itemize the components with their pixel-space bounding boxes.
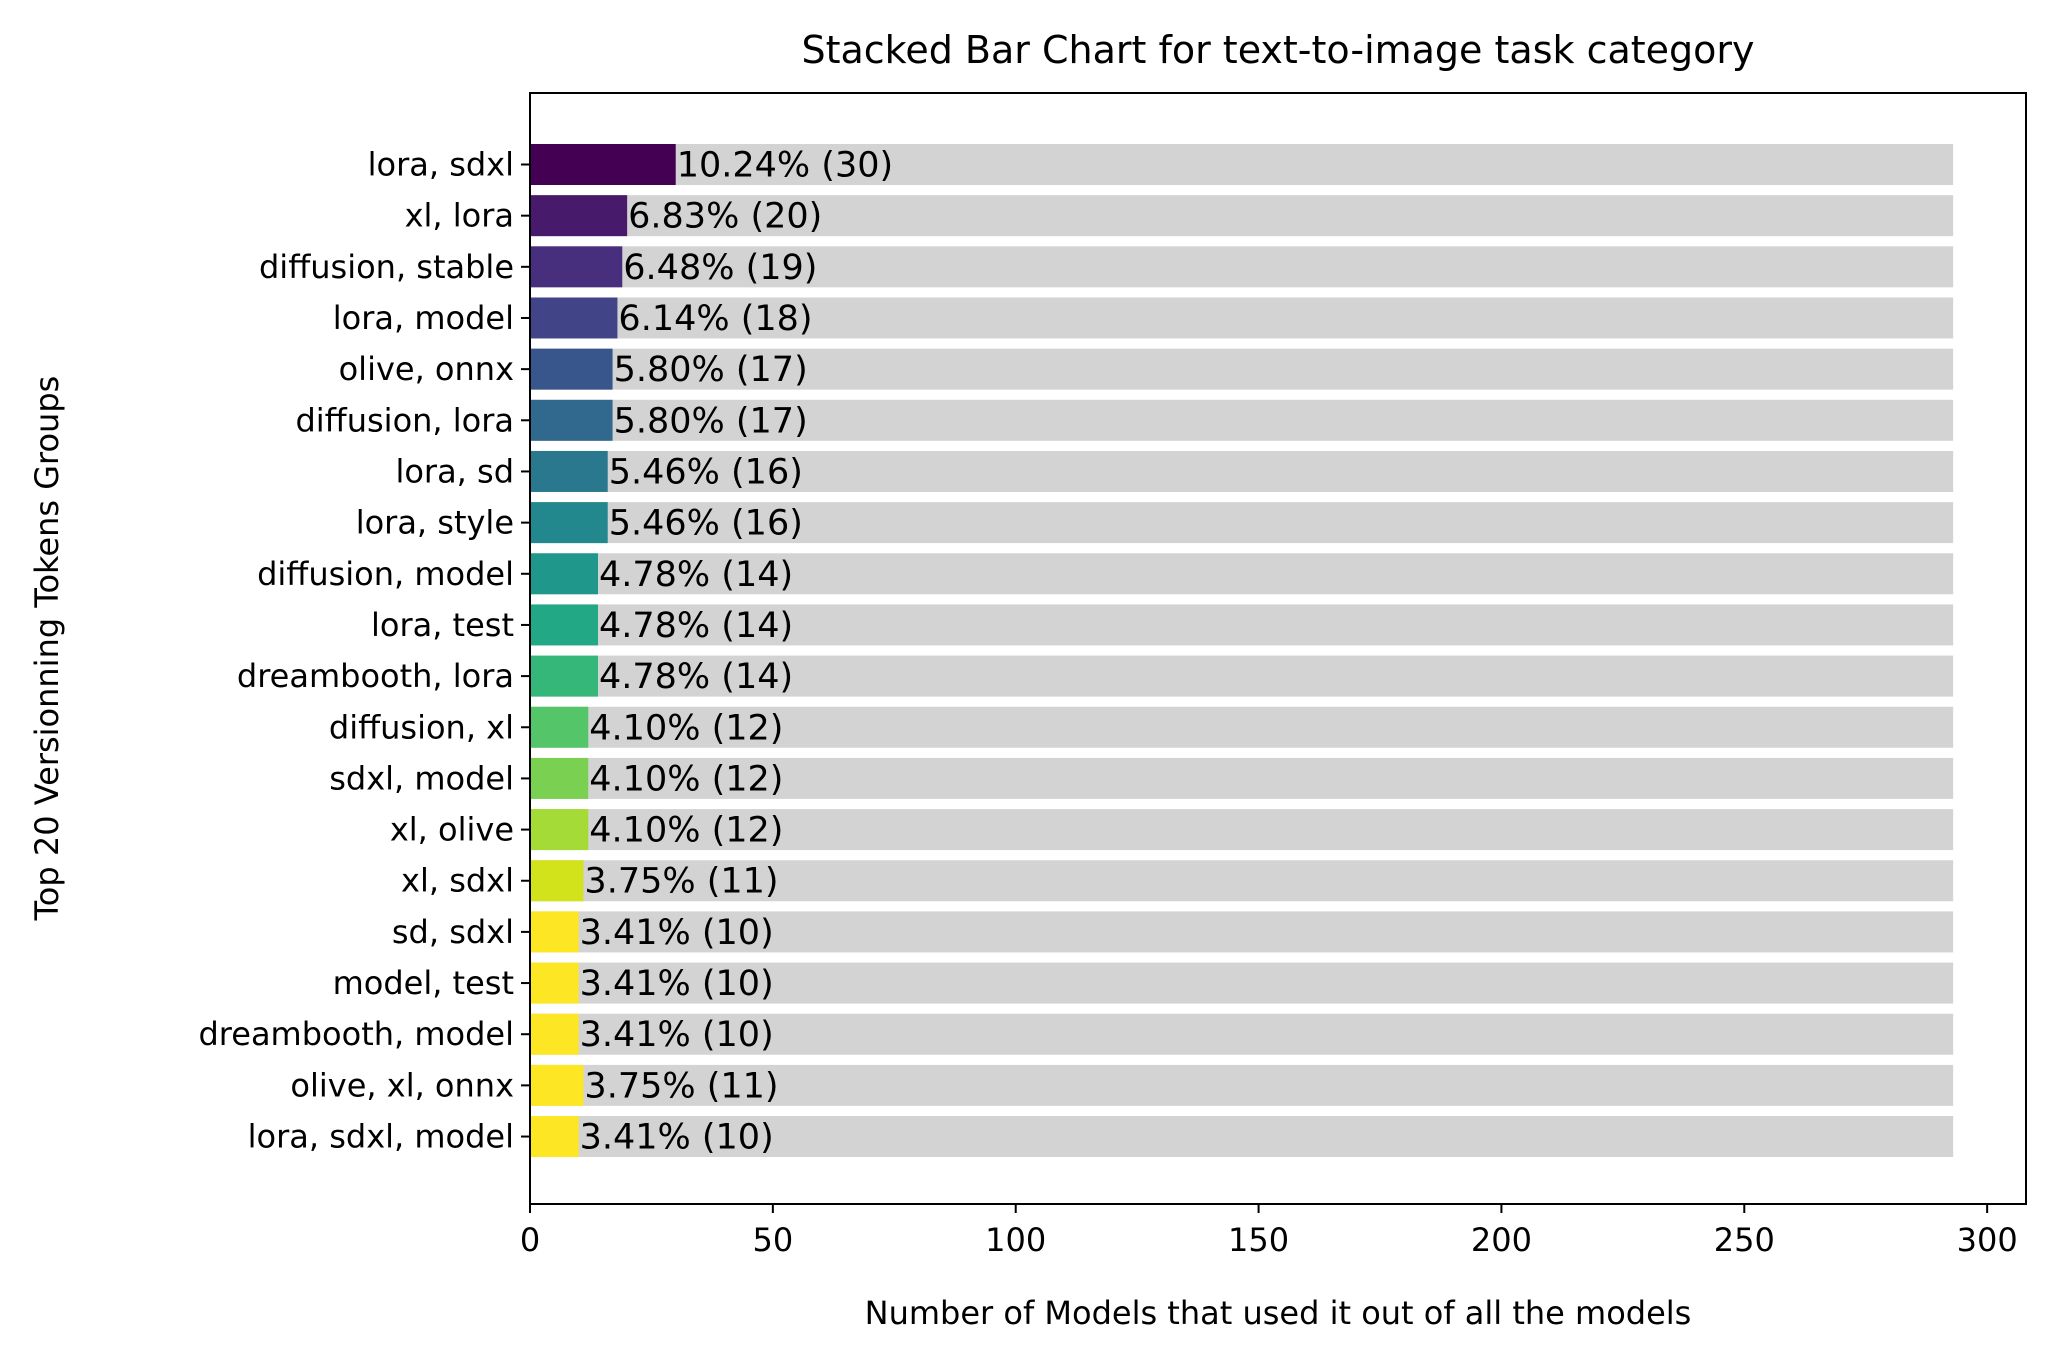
y-tick-label: xl, olive — [390, 811, 514, 849]
bar — [530, 297, 618, 339]
y-tick-label: lora, model — [333, 299, 514, 337]
bar — [530, 1013, 579, 1055]
bar — [530, 502, 608, 544]
bar — [530, 962, 579, 1004]
bar — [530, 553, 598, 595]
x-tick-label: 250 — [1714, 1221, 1775, 1259]
y-tick-label: model, test — [333, 964, 514, 1002]
bar — [530, 860, 584, 902]
x-tick-label: 50 — [752, 1221, 793, 1259]
y-tick-label: sd, sdxl — [392, 913, 514, 951]
y-tick-label: sdxl, model — [329, 759, 514, 797]
y-axis-label: Top 20 Versionning Tokens Groups — [28, 376, 66, 922]
y-tick-label: lora, test — [371, 606, 514, 644]
y-tick-label: olive, onnx — [339, 350, 514, 388]
bar-background — [530, 962, 1954, 1004]
bar-background — [530, 1116, 1954, 1158]
bar-value-label: 5.46% (16) — [609, 452, 803, 492]
bar-background — [530, 246, 1954, 288]
chart-title: Stacked Bar Chart for text-to-image task… — [801, 28, 1754, 72]
y-tick-label: dreambooth, lora — [237, 657, 514, 695]
bar — [530, 450, 608, 492]
bar-value-label: 4.78% (14) — [599, 606, 793, 646]
bar-value-label: 4.10% (12) — [589, 708, 783, 748]
bar-background — [530, 604, 1954, 646]
y-tick-label: diffusion, lora — [295, 401, 514, 439]
bar — [530, 911, 579, 953]
bar-background — [530, 553, 1954, 595]
bar-value-label: 4.78% (14) — [599, 657, 793, 697]
y-tick-label: lora, sdxl, model — [248, 1118, 514, 1156]
bar — [530, 399, 613, 441]
y-tick-label: lora, sd — [395, 452, 514, 490]
bar-background — [530, 297, 1954, 339]
x-tick-label: 200 — [1471, 1221, 1532, 1259]
bar — [530, 706, 589, 748]
bar-value-label: 4.78% (14) — [599, 555, 793, 595]
bar-background — [530, 348, 1954, 390]
bar — [530, 144, 676, 185]
bar-value-label: 5.80% (17) — [614, 401, 808, 441]
y-tick-label: diffusion, model — [257, 555, 514, 593]
bar-value-label: 10.24% (30) — [677, 146, 893, 186]
bar-background — [530, 706, 1954, 748]
bar-background — [530, 144, 1954, 185]
bar — [530, 348, 613, 390]
y-tick-label: xl, lora — [405, 197, 514, 235]
bar-background — [530, 450, 1954, 492]
bar-value-label: 5.80% (17) — [614, 350, 808, 390]
y-tick-label: diffusion, stable — [259, 248, 514, 286]
bar-value-label: 6.83% (20) — [628, 197, 822, 237]
bar-background — [530, 860, 1954, 902]
bar — [530, 655, 598, 697]
bar — [530, 604, 598, 646]
bar-value-label: 3.75% (11) — [584, 1066, 778, 1106]
bar-background — [530, 809, 1954, 851]
bar-background — [530, 502, 1954, 544]
bar-value-label: 3.41% (10) — [580, 913, 774, 953]
y-tick-label: dreambooth, model — [198, 1015, 514, 1053]
x-axis-label: Number of Models that used it out of all… — [865, 1294, 1692, 1332]
y-axis: lora, sdxl xl, lora diffusion, stable lora,… — [198, 146, 530, 1156]
y-tick-label: lora, style — [356, 504, 514, 542]
x-tick-label: 100 — [985, 1221, 1046, 1259]
bar-value-label: 3.41% (10) — [580, 964, 774, 1004]
bar — [530, 1064, 584, 1106]
y-tick-label: olive, xl, onnx — [290, 1066, 514, 1104]
bar — [530, 757, 589, 799]
bar-value-label: 6.48% (19) — [623, 248, 817, 288]
y-tick-label: xl, sdxl — [401, 862, 514, 900]
bar-background — [530, 911, 1954, 953]
bar — [530, 246, 623, 288]
bar-value-label: 3.41% (10) — [580, 1015, 774, 1055]
y-tick-label: diffusion, xl — [329, 708, 514, 746]
bar-value-label: 3.75% (11) — [584, 862, 778, 902]
bar-value-label: 4.10% (12) — [589, 759, 783, 799]
bar-background — [530, 399, 1954, 441]
x-tick-label: 300 — [1957, 1221, 2018, 1259]
bar-value-label: 5.46% (16) — [609, 504, 803, 544]
bar — [530, 809, 589, 851]
bar-background — [530, 1013, 1954, 1055]
bar-background — [530, 195, 1954, 237]
x-tick-label: 150 — [1228, 1221, 1289, 1259]
bar-value-label: 3.41% (10) — [580, 1118, 774, 1158]
bar-background — [530, 1064, 1954, 1106]
plot-frame — [529, 92, 2027, 1205]
bar-background — [530, 757, 1954, 799]
plot-area: 10.24% (30) 6.83% (20) 6.48% (19) 6.14% (18… — [530, 144, 1954, 1158]
bar — [530, 195, 628, 237]
bar — [530, 1116, 579, 1158]
bar-background — [530, 655, 1954, 697]
bar-value-label: 6.14% (18) — [618, 299, 812, 339]
x-axis: 0 50 100 150 200 250 300 — [520, 1204, 2018, 1259]
y-tick-label: lora, sdxl — [368, 146, 514, 184]
x-tick-label: 0 — [520, 1221, 540, 1259]
bar-value-label: 4.10% (12) — [589, 811, 783, 851]
